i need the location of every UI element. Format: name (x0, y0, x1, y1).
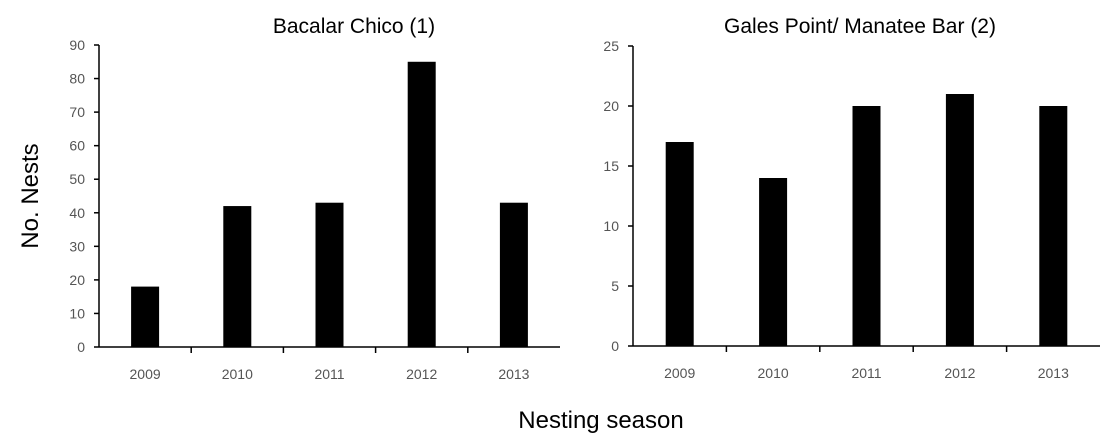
y-tick-label: 5 (611, 278, 619, 294)
y-ticks: 0 5 10 15 20 25 (603, 38, 633, 354)
x-tick-label: 2011 (314, 366, 344, 382)
x-tick-label: 2009 (664, 365, 695, 381)
y-tick-label: 20 (69, 272, 85, 288)
y-tick-label: 10 (69, 305, 85, 321)
chart-panel-gales-point: Gales Point/ Manatee Bar (2) 0510152025 … (603, 15, 1100, 381)
bar-2010 (759, 178, 788, 346)
bar-2013 (499, 202, 528, 347)
y-tick-label: 50 (69, 171, 85, 187)
x-tick-label: 2013 (498, 366, 529, 382)
y-tick-label: 30 (69, 238, 85, 254)
bar-2013 (1039, 106, 1068, 346)
y-tick-label: 20 (603, 98, 619, 114)
y-tick-label: 40 (69, 205, 85, 221)
chart-title: Gales Point/ Manatee Bar (2) (724, 15, 996, 38)
x-tick-label: 2011 (851, 365, 881, 381)
chart-panel-bacalar-chico: Bacalar Chico (1) 0 10 20 30 40 50 60 70 80 90 20… (69, 15, 560, 382)
x-ticks: 2009 2010 2011 2012 2013 (664, 346, 1069, 381)
y-tick-label: 10 (603, 218, 619, 234)
x-tick-label: 2013 (1038, 365, 1069, 381)
x-tick-label: 2010 (758, 365, 789, 381)
y-axis-label: No. Nests (17, 143, 44, 248)
x-tick-label: 2012 (944, 365, 975, 381)
bar-series (131, 61, 528, 348)
chart-title: Bacalar Chico (1) (273, 15, 435, 38)
y-tick-label: 70 (69, 104, 85, 120)
bar-2011 (852, 106, 881, 346)
x-axis-label: Nesting season (518, 407, 683, 434)
bar-2009 (131, 286, 160, 347)
y-tick-label: 15 (603, 158, 619, 174)
y-tick-label: 25 (603, 38, 619, 54)
bar-series (665, 94, 1068, 346)
y-tick-label: 90 (69, 37, 85, 53)
x-tick-label: 2012 (406, 366, 437, 382)
bar-2011 (315, 202, 344, 347)
bar-2012 (407, 61, 436, 348)
y-tick-label: 0 (77, 339, 85, 355)
x-tick-label: 2010 (222, 366, 253, 382)
x-tick-label: 2009 (130, 366, 161, 382)
y-tick-label: 0 (611, 338, 619, 354)
y-tick-label: 80 (69, 71, 85, 87)
bar-2012 (945, 94, 974, 346)
y-ticks: 0 10 20 30 40 50 60 70 80 90 (69, 37, 99, 355)
y-tick-label: 60 (69, 138, 85, 154)
x-ticks: 2009 2010 2011 2012 2013 (130, 347, 530, 382)
bar-2010 (223, 206, 252, 347)
bar-2009 (665, 142, 694, 346)
